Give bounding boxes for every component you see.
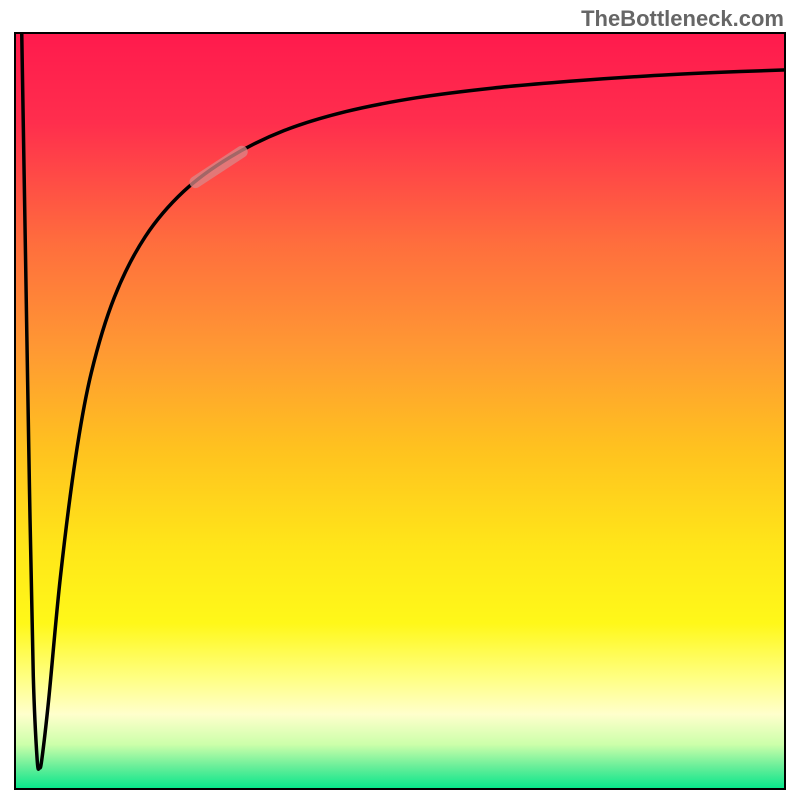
chart-svg [14,32,786,790]
chart-background [14,32,786,790]
bottleneck-chart [14,32,786,790]
watermark-text: TheBottleneck.com [581,6,784,32]
